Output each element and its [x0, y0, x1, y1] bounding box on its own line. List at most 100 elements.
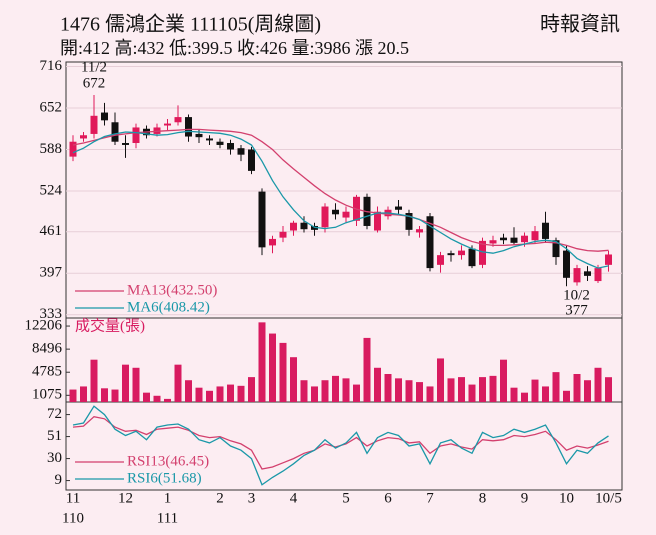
candle-body	[521, 235, 528, 243]
volume-bar	[605, 377, 612, 402]
candle-body	[90, 115, 98, 134]
y-tick-label: 652	[40, 99, 63, 115]
legend-label: MA6(408.42)	[127, 299, 210, 315]
y-tick-label: 51	[47, 428, 62, 444]
candle-body	[101, 112, 108, 121]
candle-body	[195, 133, 203, 138]
y-tick-label: 461	[40, 223, 63, 239]
x-tick-label: 2	[216, 490, 224, 506]
volume-bar	[510, 387, 518, 402]
volume-bar	[132, 367, 140, 402]
x-tick-label: 10	[559, 490, 574, 506]
volume-bar	[300, 380, 308, 402]
legend-label: MA13(432.50)	[127, 282, 217, 298]
volume-bar	[227, 384, 234, 402]
volume-bar	[405, 380, 413, 402]
candle-body	[174, 117, 182, 123]
x-tick-label: 9	[521, 490, 529, 506]
candle-body	[248, 149, 255, 171]
x-tick-label: 1	[164, 490, 172, 506]
candle-body	[321, 206, 329, 228]
x-tick-label: 8	[479, 490, 487, 506]
y-tick-label: 4785	[32, 364, 62, 380]
annotation-value: 377	[565, 302, 588, 318]
volume-bar	[542, 386, 549, 402]
candle-body	[416, 229, 423, 233]
candle-body	[300, 222, 308, 230]
volume-bar	[437, 358, 444, 402]
volume-bar	[195, 387, 203, 402]
candle-body	[164, 123, 171, 126]
source: 時報資訊	[540, 13, 620, 36]
y-tick-label: 9	[55, 472, 63, 488]
volume-bar	[353, 384, 360, 402]
x-tick-label: 3	[248, 490, 256, 506]
volume-bar	[153, 395, 161, 402]
volume-bar	[143, 392, 150, 402]
candle-body	[216, 141, 224, 145]
volume-bar	[290, 357, 297, 402]
volume-bar	[311, 386, 318, 402]
x-tick-label: 12	[118, 490, 133, 506]
volume-bar	[458, 377, 465, 402]
volume-bar	[374, 367, 381, 402]
x-tick-label: 11	[66, 490, 80, 506]
volume-bar	[69, 389, 77, 402]
volume-bar	[279, 342, 287, 402]
volume-bar	[332, 375, 339, 402]
volume-bar	[447, 378, 455, 402]
volume-bar	[573, 374, 581, 402]
candle-body	[290, 222, 297, 231]
candle-body	[552, 240, 560, 258]
volume-bar	[489, 375, 497, 402]
candle-body	[111, 122, 119, 142]
series-line	[72, 130, 609, 269]
volume-bar	[101, 388, 108, 402]
candle-body	[573, 268, 581, 283]
volume-bar	[321, 380, 329, 402]
candle-body	[500, 237, 507, 241]
y-tick-label: 397	[40, 265, 63, 281]
series-line	[72, 405, 609, 486]
candle-body	[206, 138, 213, 141]
candle-body	[279, 231, 287, 238]
x-tick-label: 10/5	[595, 490, 622, 506]
candle-body	[80, 135, 87, 139]
candle-body	[447, 253, 455, 256]
panel-title: 成交量(張)	[75, 316, 145, 334]
y-tick-label: 1075	[32, 387, 62, 403]
x-year-label: 110	[62, 510, 84, 526]
candle-body	[584, 271, 591, 276]
candle-body	[227, 143, 234, 150]
volume-bar	[342, 378, 350, 402]
annotation-date: 10/2	[563, 287, 590, 303]
volume-bar	[90, 359, 98, 402]
candle-body	[426, 216, 434, 269]
candle-body	[542, 222, 549, 239]
volume-bar	[216, 386, 224, 402]
x-tick-label: 4	[290, 490, 298, 506]
x-tick-label: 6	[384, 490, 392, 506]
volume-bar	[384, 374, 392, 402]
y-tick-label: 716	[40, 58, 63, 74]
volume-bar	[416, 382, 423, 402]
volume-bar	[531, 379, 539, 402]
y-tick-label: 8496	[32, 341, 63, 357]
quote: 開:412 高:432 低:399.5 收:426 量:3986 漲 20.5	[60, 38, 409, 58]
legend-label: RSI6(51.68)	[127, 470, 202, 486]
legend-label: RSI13(46.45)	[127, 453, 209, 469]
candle-body	[458, 250, 465, 256]
candle-body	[269, 238, 276, 246]
candle-body	[437, 255, 444, 265]
candle-body	[185, 117, 192, 137]
y-tick-label: 524	[40, 182, 63, 198]
candle-body	[122, 143, 129, 145]
plot-frame	[65, 61, 623, 491]
chart-title: 1476 儒鴻企業 111105(周線圖)	[60, 13, 321, 36]
volume-bar	[594, 367, 602, 402]
candle-body	[342, 211, 350, 218]
x-tick-label: 7	[426, 490, 434, 506]
volume-bar	[552, 372, 560, 402]
annotation-value: 672	[83, 75, 106, 91]
